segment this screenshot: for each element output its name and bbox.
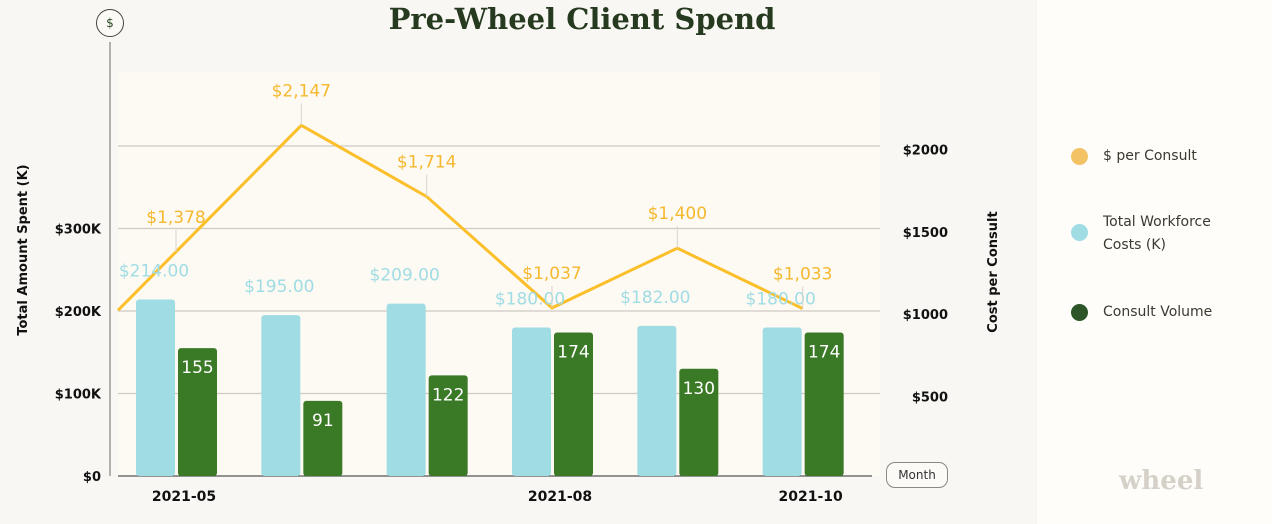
- consult-volume-bar: [428, 375, 468, 476]
- currency-toggle-button[interactable]: $: [96, 9, 124, 37]
- workforce-cost-bar: [261, 315, 301, 476]
- cost-per-consult-label: $2,147: [272, 81, 331, 101]
- wheel-logo: wheel: [1119, 466, 1204, 496]
- x-axis-tick-label: 2021-05: [152, 489, 216, 505]
- workforce-cost-bar: [762, 327, 802, 476]
- consult-volume-bar: [679, 368, 719, 476]
- legend-item-per-consult[interactable]: $ per Consult: [1071, 145, 1197, 168]
- consult-volume-label: 174: [808, 342, 840, 362]
- consult-volume-label: 130: [683, 379, 715, 399]
- cost-per-consult-label: $1,033: [773, 265, 832, 285]
- workforce-cost-bar: [386, 303, 426, 476]
- left-axis-tick-label: $100K: [55, 388, 102, 403]
- cost-per-consult-label: $1,378: [146, 208, 205, 228]
- legend-item-workforce-costs[interactable]: Total Workforce Costs (K): [1071, 211, 1221, 257]
- consult-volume-label: 91: [312, 411, 334, 431]
- x-axis-tick-label: 2021-08: [528, 489, 592, 505]
- workforce-cost-bar: [136, 299, 175, 476]
- right-axis-tick-label: $1000: [903, 308, 948, 323]
- legend-label: $ per Consult: [1103, 148, 1197, 164]
- workforce-cost-label: $195.00: [244, 277, 314, 297]
- workforce-cost-label: $209.00: [370, 266, 440, 286]
- right-axis-tick-label: $500: [912, 390, 948, 405]
- month-granularity-button[interactable]: Month: [886, 462, 948, 488]
- x-axis-tick-label: 2021-10: [779, 489, 844, 505]
- right-axis-tick-label: $1500: [903, 226, 948, 241]
- workforce-cost-label: $180.00: [746, 290, 816, 310]
- legend-dot-green: [1071, 304, 1088, 321]
- plot-area: [118, 72, 880, 476]
- consult-volume-label: 155: [181, 358, 213, 378]
- consult-volume-label: 174: [557, 342, 589, 362]
- legend-dot-yellow: [1071, 148, 1088, 165]
- cost-per-consult-label: $1,714: [397, 153, 456, 173]
- workforce-cost-label: $214.00: [119, 261, 189, 281]
- workforce-cost-label: $182.00: [620, 288, 690, 308]
- chart: $0 $100K $200K $300K $500 $1000 $1500 $2000 Tota…: [16, 42, 1001, 505]
- left-axis-tick-label: $200K: [55, 305, 102, 320]
- workforce-cost-label: $180.00: [495, 290, 565, 310]
- right-axis-title: Cost per Consult: [986, 211, 1001, 332]
- consult-volume-bar: [554, 332, 593, 476]
- legend-dot-blue: [1071, 224, 1088, 241]
- left-axis-tick-label: $0: [83, 470, 101, 485]
- consult-volume-bar: [804, 332, 844, 476]
- consult-volume-label: 122: [432, 385, 464, 405]
- chart-title: Pre-Wheel Client Spend: [388, 2, 776, 36]
- cost-per-consult-label: $1,400: [648, 204, 707, 224]
- consult-volume-bar: [178, 348, 217, 476]
- legend-label: Consult Volume: [1103, 304, 1213, 320]
- left-axis-title: Total Amount Spent (K): [16, 164, 31, 335]
- consult-volume-bar: [303, 400, 343, 476]
- workforce-cost-bar: [512, 327, 551, 476]
- workforce-cost-bar: [637, 325, 677, 476]
- legend-label: Total Workforce Costs (K): [1103, 214, 1211, 253]
- cost-per-consult-label: $1,037: [522, 264, 581, 284]
- legend-item-consult-volume[interactable]: Consult Volume: [1071, 301, 1212, 324]
- right-axis-tick-label: $2000: [903, 144, 948, 159]
- left-axis-tick-label: $300K: [55, 223, 102, 238]
- legend-panel: $ per Consult Total Workforce Costs (K) …: [1037, 0, 1272, 524]
